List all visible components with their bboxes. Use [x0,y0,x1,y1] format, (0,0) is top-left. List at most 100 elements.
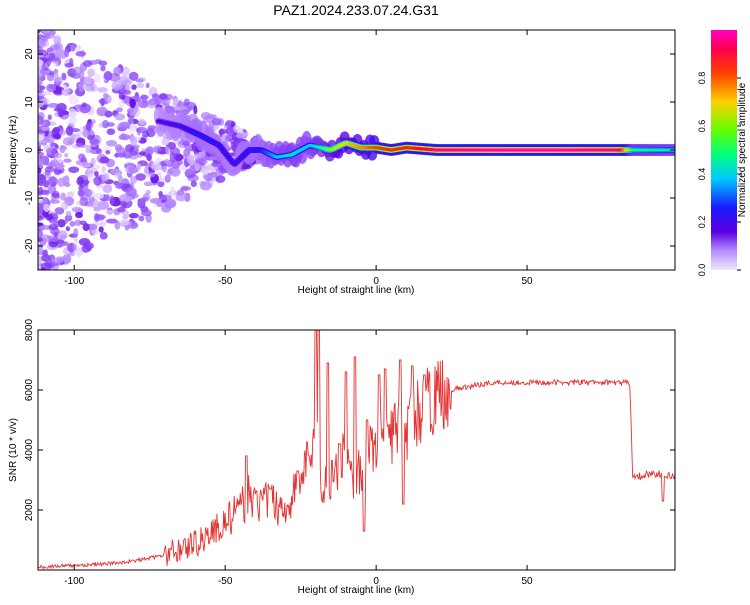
heatmap-cell [77,189,85,197]
heatmap-cell [62,110,69,116]
heatmap-cell [224,152,229,157]
heatmap-cell [63,182,71,188]
heatmap-cell [49,159,59,167]
heatmap-marks [38,30,675,270]
heatmap-cell [186,154,195,164]
heatmap-cell [55,239,65,245]
heatmap-cell [47,114,52,121]
heatmap-cell [140,94,149,100]
heatmap-cell [146,100,157,109]
heatmap-cell [86,244,92,252]
heatmap-cell [114,144,123,152]
snr-y-tick-label: 6000 [24,378,35,401]
heatmap-cell [152,93,160,103]
heatmap-cell [93,193,104,200]
heatmap-y-tick-label: -10 [24,190,35,205]
heatmap-cell [145,82,150,89]
heatmap-cell [130,136,138,146]
heatmap-x-tick-label: 0 [373,276,379,287]
heatmap-cell [75,50,86,57]
snr-line [38,330,675,570]
heatmap-cell [85,144,91,154]
heatmap-x-tick-label: 50 [522,276,534,287]
heatmap-cell [43,203,51,213]
heatmap-cell [38,134,45,141]
heatmap-cell [75,142,83,147]
heatmap-cell [61,72,67,81]
heatmap-cell [57,230,68,241]
snr-x-tick-label: 0 [373,576,379,587]
heatmap-cell [211,161,220,168]
heatmap-cell [123,162,136,168]
heatmap-cell [74,219,82,227]
heatmap-cell [104,194,110,202]
heatmap-cell [156,201,164,208]
heatmap-cell [199,181,212,191]
heatmap-cell [99,156,110,164]
heatmap-cell [166,169,174,176]
heatmap-cell [78,153,86,161]
heatmap-cell [129,111,136,117]
heatmap-cell [77,82,85,92]
heatmap-cell [228,158,233,162]
heatmap-cell [131,84,137,90]
heatmap-cell [48,223,59,231]
snr-y-tick-label: 2000 [24,498,35,521]
heatmap-cell [225,120,232,128]
heatmap-cell [129,176,138,184]
heatmap-cell [135,173,146,181]
heatmap-cell [53,231,58,238]
heatmap-cell [89,198,99,209]
heatmap-cell [93,176,102,186]
heatmap-cell [124,226,130,231]
heatmap-cell [165,146,170,155]
heatmap-cell [81,102,87,108]
heatmap-cell [183,147,191,158]
heatmap-cell [116,107,123,113]
heatmap-cell [206,114,217,119]
heatmap-cell [136,163,142,170]
heatmap-cell [40,126,50,131]
heatmap-cell [122,150,133,159]
heatmap-cell [105,139,118,147]
heatmap-cell [40,98,50,105]
heatmap-cell [209,171,218,178]
heatmap-cell [136,82,145,89]
snr-frame [37,329,676,571]
heatmap-cell [39,85,46,91]
snr-x-tick-label: -50 [218,576,233,587]
heatmap-cell [125,187,137,197]
heatmap-cell [97,86,108,93]
heatmap-cell [38,59,44,67]
heatmap-cell [75,247,83,258]
heatmap-cell [82,129,90,138]
heatmap-cell [70,44,76,52]
heatmap-cell [97,200,109,210]
heatmap-cell [63,175,70,185]
heatmap-cell [54,207,65,215]
heatmap-x-axis-label: Height of straight line (km) [298,285,415,296]
heatmap-cell [40,267,46,270]
heatmap-cell [218,128,228,135]
heatmap-cell [38,158,45,165]
heatmap-cell [93,213,100,222]
heatmap-cell [65,125,74,136]
heatmap-cell [101,221,107,227]
heatmap-cell [68,116,77,125]
heatmap-cell [128,166,140,174]
heatmap-cell [38,167,42,174]
colorbar-gradient [711,30,737,270]
heatmap-cell [68,95,79,105]
heatmap-cell [141,209,152,217]
heatmap-cell [138,118,146,126]
heatmap-cell [119,201,128,209]
heatmap-cell [41,253,51,262]
heatmap-cell [146,153,152,162]
heatmap-cell [38,178,43,186]
heatmap-cell [69,57,74,67]
heatmap-cell [201,167,209,176]
heatmap-cell [135,78,144,83]
heatmap-cell [161,162,168,173]
